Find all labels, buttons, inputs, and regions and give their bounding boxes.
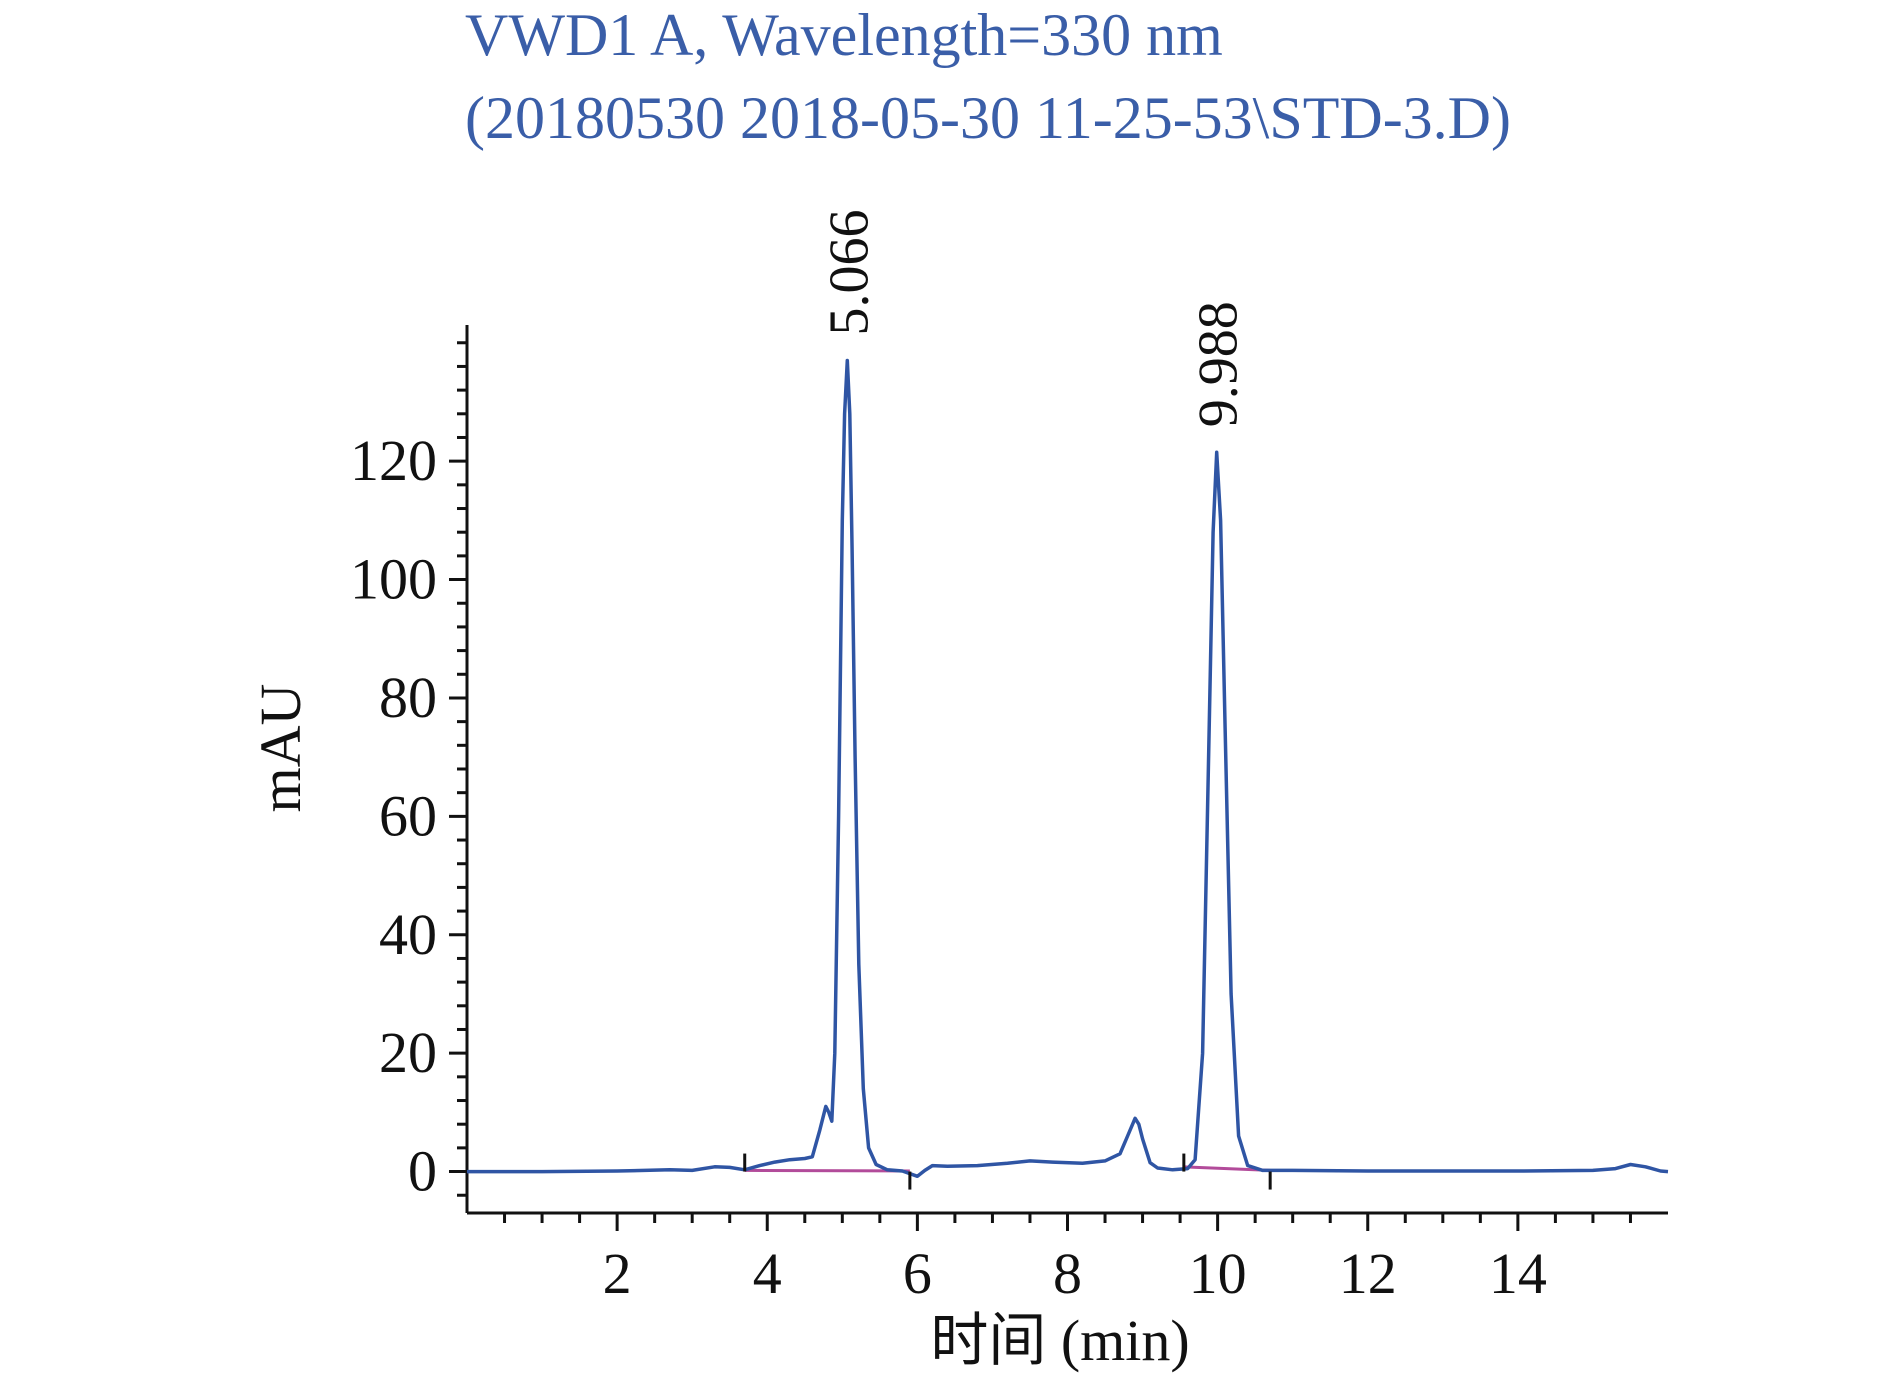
y-tick-label: 40 <box>379 902 437 967</box>
y-tick-label: 60 <box>379 783 437 848</box>
chart-title-line2: (20180530 2018-05-30 11-25-53\STD-3.D) <box>465 85 1511 151</box>
x-tick-label: 2 <box>603 1241 632 1306</box>
peak-retention-label: 5.066 <box>818 210 880 336</box>
x-tick-label: 12 <box>1339 1241 1397 1306</box>
x-tick-label: 6 <box>903 1241 932 1306</box>
x-tick-label: 10 <box>1189 1241 1247 1306</box>
y-tick-label: 0 <box>408 1139 437 1204</box>
x-axis-title: 时间 (min) <box>930 1308 1189 1373</box>
chart-title-line1: VWD1 A, Wavelength=330 nm <box>465 2 1223 68</box>
chromatogram-trace <box>467 358 1669 1179</box>
y-tick-label: 20 <box>379 1020 437 1085</box>
x-tick-label: 8 <box>1053 1241 1082 1306</box>
peak-retention-label: 9.988 <box>1188 301 1250 427</box>
peak-labels: 5.066 9.988 <box>818 210 1249 428</box>
x-tick-label: 4 <box>753 1241 782 1306</box>
y-tick-label: 120 <box>350 428 437 493</box>
x-tick-label: 14 <box>1489 1241 1547 1306</box>
x-axis-ticks: 2 4 6 8 10 12 14 <box>503 1213 1632 1306</box>
y-axis-ticks: 0 20 40 60 80 100 120 <box>350 341 467 1204</box>
y-tick-label: 80 <box>379 665 437 730</box>
axes <box>465 325 1668 1215</box>
integration-baselines <box>744 1165 1271 1173</box>
y-axis-title: mAU <box>248 684 313 813</box>
integration-markers <box>743 1153 1272 1190</box>
y-tick-label: 100 <box>350 547 437 612</box>
integration-baseline <box>744 1168 910 1173</box>
